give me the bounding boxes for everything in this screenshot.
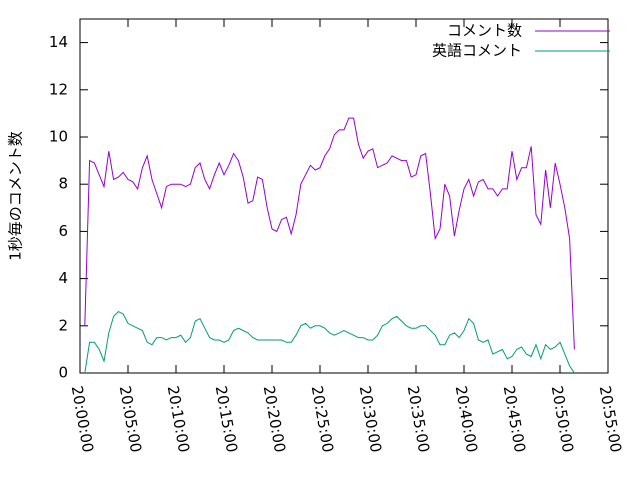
series-line [84,310,575,374]
x-tick-label: 20:45:00 [500,384,529,453]
x-tick-label: 20:05:00 [116,384,145,453]
series-line [84,117,575,350]
x-tick-label: 20:30:00 [356,384,385,453]
legend-label: コメント数 [447,22,522,40]
x-tick-label: 20:35:00 [404,384,433,453]
x-tick-label: 20:15:00 [212,384,241,453]
y-tick-label: 0 [58,364,68,382]
y-tick-label: 2 [58,316,68,334]
y-tick-label: 8 [58,175,68,193]
y-tick-label: 14 [49,33,68,51]
y-tick-label: 4 [58,269,68,287]
plot-border [79,18,609,374]
x-tick-label: 20:10:00 [164,384,193,453]
y-tick-label: 10 [49,128,68,146]
y-axis-label: 1秒毎のコメント数 [7,131,25,261]
x-tick-label: 20:50:00 [548,384,577,453]
x-tick-label: 20:55:00 [596,384,625,453]
y-tick-label: 12 [49,80,68,98]
x-tick-label: 20:25:00 [308,384,337,453]
x-tick-label: 20:40:00 [452,384,481,453]
x-tick-label: 20:00:00 [68,384,97,453]
y-tick-label: 6 [58,222,68,240]
legend-label: 英語コメント [432,42,522,60]
x-tick-label: 20:20:00 [260,384,289,453]
